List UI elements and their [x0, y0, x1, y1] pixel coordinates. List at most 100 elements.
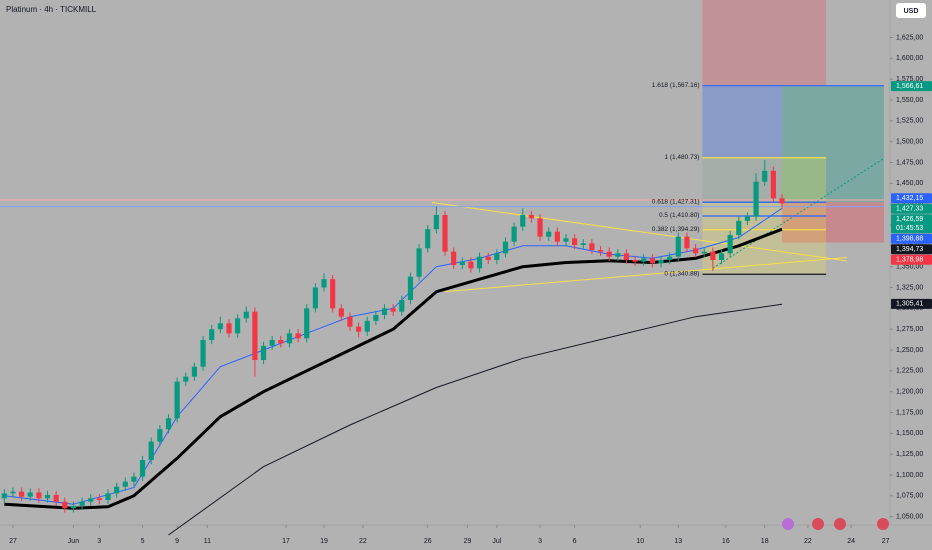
candle-body	[96, 498, 102, 500]
candle-body	[658, 260, 664, 264]
price-tag-label: 1,427,33	[896, 206, 923, 213]
candle-body	[692, 248, 699, 254]
position-box	[781, 86, 884, 203]
event-icon[interactable]	[877, 518, 889, 530]
candle-body	[520, 215, 526, 227]
price-tag-label: 1,566,61	[896, 83, 923, 90]
fib-label: 1.618 (1,567.16)	[652, 82, 700, 89]
candle-body	[373, 315, 379, 321]
candle-body	[200, 340, 206, 367]
y-tick-label: 1,250,00	[896, 347, 923, 354]
chart-title: Platinum · 4h · TICKMILL	[6, 5, 97, 14]
fib-label: 0.382 (1,394.29)	[652, 226, 700, 233]
event-icon[interactable]	[834, 518, 846, 530]
candle-body	[433, 215, 439, 230]
y-tick-label: 1,450,00	[896, 180, 923, 187]
candle-body	[286, 333, 293, 344]
candle-body	[278, 340, 284, 344]
candle-body	[183, 376, 189, 382]
candle-body	[70, 505, 77, 509]
x-tick-label: Jul	[492, 538, 501, 545]
candle-body	[511, 226, 517, 242]
y-tick-label: 1,475,00	[896, 159, 923, 166]
candle-body	[563, 238, 569, 242]
candle-body	[399, 300, 405, 312]
candle-body	[330, 279, 336, 309]
y-tick-label: 1,600,00	[896, 55, 923, 62]
candle-body	[191, 366, 198, 377]
candle-body	[44, 495, 51, 499]
price-tag	[891, 81, 932, 92]
candle-body	[649, 258, 655, 264]
y-tick-label: 1,075,00	[896, 493, 923, 500]
candle-body	[209, 329, 215, 340]
x-tick-label: 29	[464, 538, 472, 545]
candle-body	[425, 229, 431, 249]
event-icon[interactable]	[812, 518, 824, 530]
x-tick-label: 13	[674, 538, 682, 545]
candle-body	[572, 238, 578, 245]
trend-line	[712, 157, 885, 269]
y-tick-label: 1,150,00	[896, 430, 923, 437]
currency-button[interactable]	[896, 3, 926, 18]
y-tick-label: 1,225,00	[896, 368, 923, 375]
candle-body	[312, 287, 318, 309]
candle-body	[667, 256, 673, 260]
price-tag-label: 1,394,73	[896, 246, 923, 253]
moving-average	[168, 303, 783, 536]
candle-body	[701, 251, 707, 254]
candle-body	[1, 493, 7, 499]
price-tag-label: 1,398,88	[896, 236, 923, 243]
candle-body	[88, 498, 94, 502]
candle-body	[744, 216, 751, 221]
candle-body	[79, 501, 85, 506]
candle-body	[269, 340, 275, 346]
position-box	[781, 202, 884, 243]
candle-body	[390, 308, 396, 312]
candle-body	[53, 495, 59, 502]
y-tick-label: 1,175,00	[896, 409, 923, 416]
y-tick-label: 1,100,00	[896, 472, 923, 479]
y-tick-label: 1,525,00	[896, 118, 923, 125]
y-tick-label: 1,575,00	[896, 76, 923, 83]
candle-body	[304, 308, 310, 339]
x-tick-label: 24	[847, 538, 855, 545]
candle-body	[606, 251, 612, 257]
x-tick-label: 11	[204, 538, 211, 545]
price-tag	[891, 244, 932, 255]
candle-body	[148, 441, 154, 460]
fib-label: 0.618 (1,427.31)	[652, 198, 700, 205]
price-tag-label: 1,426,59	[896, 216, 923, 223]
candle-body	[321, 279, 327, 288]
price-tag-countdown: 01:45:53	[896, 225, 923, 232]
candle-body	[347, 316, 353, 327]
candle-body	[407, 276, 414, 300]
candle-body	[356, 326, 362, 332]
candle-body	[589, 243, 595, 250]
candle-body	[174, 381, 180, 419]
x-tick-label: 26	[424, 538, 432, 545]
fib-label: 1 (1,480.73)	[664, 154, 699, 161]
axis-layer: 1,050,00 1,075,00 1,100,00 1,125,00 1,150,00…	[9, 34, 932, 545]
price-tag-label: 1,432,15	[896, 195, 923, 202]
candle-body	[580, 243, 586, 245]
candle-body	[27, 492, 33, 497]
x-tick-label: 22	[359, 538, 367, 545]
candle-body	[762, 170, 768, 182]
price-tag	[891, 254, 932, 265]
candle-body	[131, 476, 137, 482]
x-tick-label: 3	[538, 538, 542, 545]
price-tag	[891, 214, 932, 234]
candle-body	[641, 258, 647, 262]
currency-label[interactable]: USD	[904, 8, 919, 15]
x-tick-label: 6	[573, 538, 577, 545]
event-icons	[782, 518, 889, 530]
candle-body	[364, 320, 370, 332]
y-tick-label: 1,550,00	[896, 97, 923, 104]
price-tag-label: 1,378,98	[896, 257, 923, 264]
candle-body	[122, 481, 128, 487]
trend-line	[431, 202, 847, 262]
x-tick-label: 5	[141, 538, 145, 545]
event-icon[interactable]	[782, 518, 794, 530]
